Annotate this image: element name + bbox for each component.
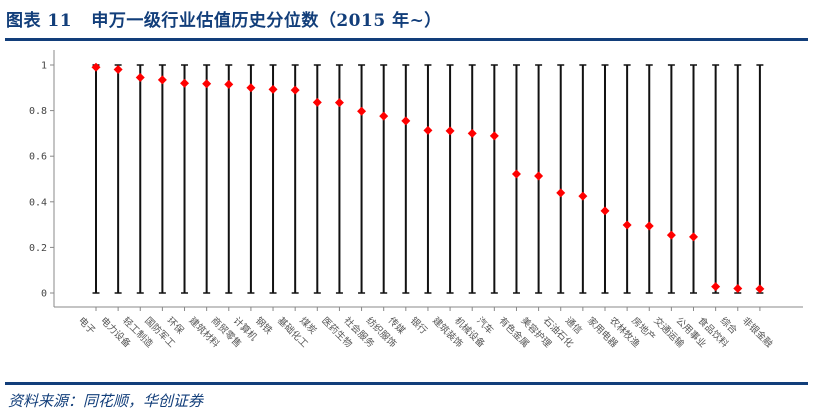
current-percentile-marker (445, 126, 455, 136)
industry-item: 医药生物 (319, 64, 355, 350)
industry-item: 农林牧渔 (607, 64, 643, 350)
current-percentile-marker (666, 230, 676, 240)
source-note: 资料来源：同花顺，华创证券 (8, 392, 204, 410)
industry-item: 非银金融 (740, 64, 776, 351)
current-percentile-marker (357, 106, 367, 116)
industry-item: 银行 (408, 64, 433, 337)
current-percentile-marker (401, 116, 411, 126)
industry-item: 美容护理 (518, 64, 554, 350)
chart-plot-area: 0 0.2 0.4 0.6 0.8 1 电子 电力设备 轻工制造 国防军工 环保 建筑材料 商贸零售 计算… (29, 50, 803, 351)
industry-item: 计算机 (231, 64, 260, 344)
title-divider (5, 38, 808, 41)
current-percentile-marker (511, 169, 521, 179)
industry-item: 电子 (76, 62, 101, 337)
current-percentile-marker (334, 98, 344, 108)
current-percentile-marker (312, 97, 322, 107)
current-percentile-marker (711, 282, 721, 292)
current-percentile-marker (423, 125, 433, 135)
chart-title: 图表 11 申万一级行业估值历史分位数（2015 年~） (6, 11, 442, 31)
current-percentile-marker (268, 84, 278, 94)
current-percentile-marker (379, 111, 389, 121)
current-percentile-marker (290, 85, 300, 95)
y-tick-label: 0.6 (29, 152, 47, 163)
y-tick-label: 0.2 (29, 243, 47, 254)
current-percentile-marker (534, 171, 544, 181)
current-percentile-marker (622, 220, 632, 230)
y-tick-label: 0.8 (29, 106, 47, 117)
industry-item: 家用电器 (585, 64, 621, 350)
current-percentile-marker (733, 283, 743, 293)
current-percentile-marker (180, 78, 190, 88)
current-percentile-marker (91, 62, 101, 72)
industry-item: 汽车 (474, 64, 499, 337)
y-tick-label: 0 (41, 289, 47, 300)
industry-item: 社会服务 (341, 64, 377, 350)
industry-item: 传媒 (386, 64, 411, 337)
current-percentile-marker (600, 206, 610, 216)
industry-item: 食品饮料 (696, 64, 731, 350)
current-percentile-marker (556, 188, 566, 198)
industry-item: 通信 (563, 64, 588, 337)
current-percentile-marker (113, 65, 123, 75)
industry-item: 基础化工 (275, 64, 311, 350)
industry-item: 建筑材料 (187, 64, 222, 350)
x-tick-label: 电子 (76, 315, 98, 337)
current-percentile-marker (157, 75, 167, 85)
industry-item: 石油石化 (541, 64, 576, 350)
current-percentile-marker (489, 131, 499, 141)
y-tick-label: 0.4 (29, 197, 47, 208)
industry-item: 房地产 (629, 64, 658, 343)
industry-item: 环保 (164, 64, 190, 337)
x-tick-label: 银行 (408, 315, 430, 337)
industry-item: 钢铁 (253, 64, 278, 337)
current-percentile-marker (578, 191, 588, 201)
current-percentile-marker (224, 79, 234, 89)
industry-item: 国防军工 (142, 64, 178, 350)
industry-item: 机械设备 (452, 64, 488, 350)
footer-divider (5, 382, 808, 385)
current-percentile-marker (755, 284, 765, 294)
x-tick-label: 非银金融 (740, 315, 776, 351)
y-tick-label: 1 (41, 61, 47, 72)
industry-item: 交通运输 (651, 64, 687, 350)
industry-item: 综合 (718, 64, 743, 337)
current-percentile-marker (246, 83, 256, 93)
current-percentile-marker (135, 73, 145, 83)
current-percentile-marker (644, 221, 654, 231)
current-percentile-marker (202, 79, 212, 89)
industry-item: 电力设备 (98, 64, 134, 350)
industry-item: 煤炭 (297, 64, 322, 337)
industry-item: 轻工制造 (120, 64, 156, 350)
current-percentile-marker (467, 128, 477, 138)
current-percentile-marker (689, 232, 699, 242)
